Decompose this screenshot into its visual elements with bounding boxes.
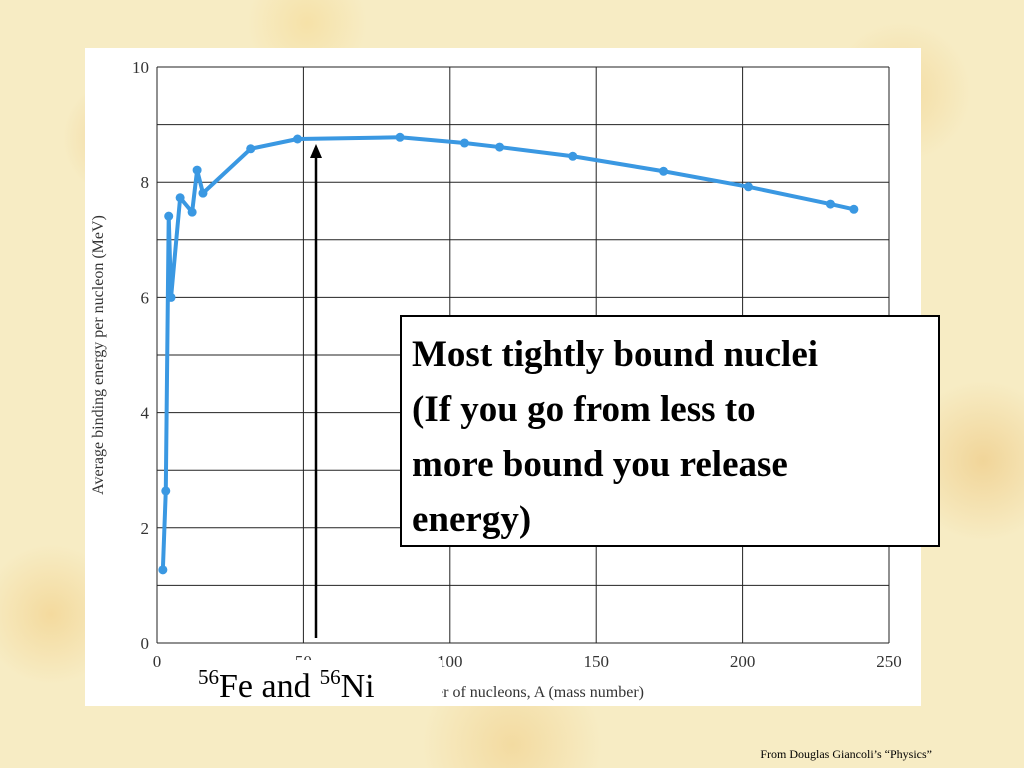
data-point — [246, 144, 256, 154]
credit: From Douglas Giancoli’s “Physics” — [760, 747, 932, 761]
arrow-head — [310, 144, 322, 158]
data-point — [164, 211, 174, 221]
x-tick-label: 100 — [437, 652, 463, 671]
annotation-line: Most tightly bound nuclei — [412, 334, 818, 375]
y-tick-label: 8 — [141, 173, 150, 192]
x-axis-label: Number of nucleons, A (mass number) — [396, 684, 644, 701]
y-tick-label: 6 — [141, 288, 150, 307]
data-line — [160, 135, 856, 572]
data-point — [743, 182, 753, 192]
x-tick-label: 250 — [876, 652, 902, 671]
x-tick-label: 150 — [583, 652, 609, 671]
data-point — [166, 292, 176, 302]
element: Ni — [341, 668, 375, 705]
annotation-line: energy) — [412, 499, 531, 540]
y-tick-label: 4 — [141, 404, 150, 423]
data-point — [158, 565, 168, 575]
y-tick-label: 10 — [132, 58, 149, 77]
data-point — [293, 134, 303, 144]
data-point — [825, 199, 835, 209]
data-point — [198, 188, 208, 198]
data-point — [459, 138, 469, 148]
data-point — [849, 204, 859, 214]
data-point — [175, 193, 185, 203]
data-point — [495, 142, 505, 152]
data-point — [192, 165, 202, 175]
data-point — [395, 132, 405, 142]
annotation-box — [400, 315, 940, 547]
label-box — [190, 660, 442, 704]
mass-number: 56 — [198, 665, 219, 689]
x-tick-label: 0 — [153, 652, 162, 671]
annotation-line: (If you go from less to — [412, 389, 756, 430]
annotation-line: more bound you release — [412, 444, 788, 485]
isotope-label: 56Fe and 56Ni — [198, 665, 375, 705]
mass-number: 56 — [320, 665, 341, 689]
data-point — [568, 151, 578, 161]
y-tick-label: 0 — [141, 634, 150, 653]
element: Fe and — [219, 668, 311, 705]
data-point — [187, 207, 197, 217]
y-axis-label: Average binding energy per nucleon (MeV) — [90, 215, 107, 495]
y-tick-label: 2 — [141, 519, 150, 538]
data-point — [161, 486, 171, 496]
data-point — [659, 166, 669, 176]
x-tick-label: 200 — [730, 652, 756, 671]
